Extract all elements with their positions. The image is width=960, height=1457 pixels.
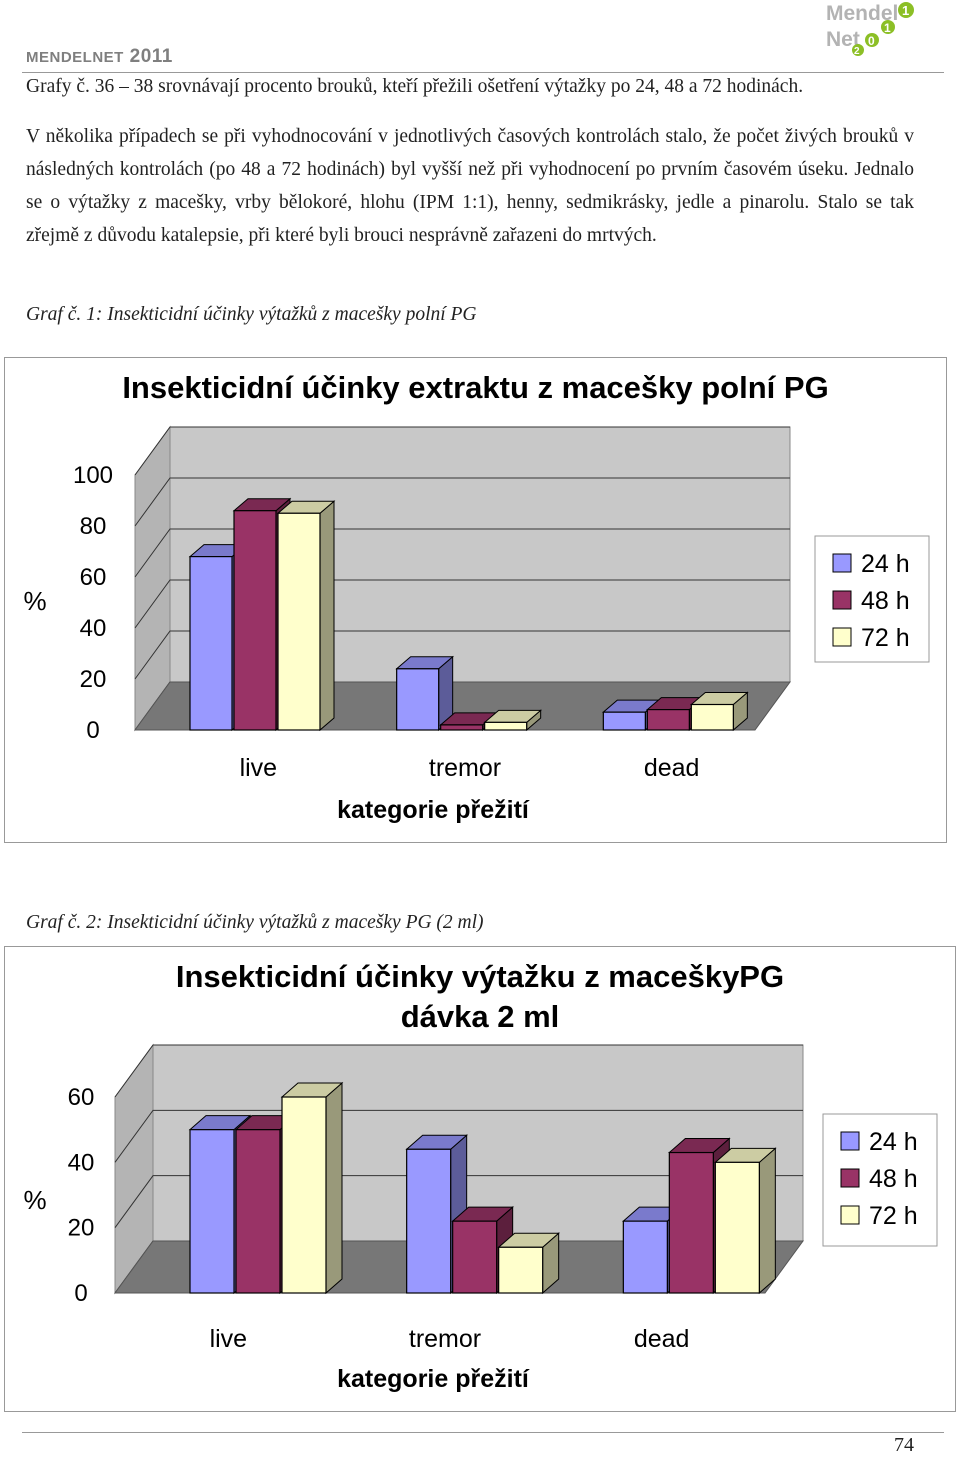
- chart1-legend-swatch: [832, 627, 852, 647]
- chart1-bar-tremor-48h: [440, 724, 484, 731]
- chart2-ylabel: %: [23, 1185, 46, 1215]
- chart2-category-label: live: [210, 1325, 248, 1353]
- chart2-bar-live-72h: [281, 1096, 327, 1294]
- chart1-ylabel: %: [23, 586, 46, 616]
- chart2-plot: 0 20 40 60% live tremor dead kategorie přežití 2…: [23, 1043, 938, 1393]
- chart1-legend-label: 48 h: [861, 587, 910, 615]
- footer-rule: [22, 1432, 944, 1433]
- chart1-bar-live-24h: [189, 556, 233, 731]
- chart2-category-label: dead: [634, 1325, 690, 1353]
- chart1-ytick-label: 20: [80, 666, 107, 693]
- chart2-legend-swatch: [840, 1205, 860, 1225]
- chart1-bar-dead-72h: [690, 703, 734, 731]
- chart2-gridline: [114, 1109, 803, 1163]
- brand-year: 2011: [129, 46, 173, 67]
- chart1-gridline: [134, 477, 790, 527]
- chart1-bar-tremor-24h: [396, 668, 440, 731]
- chart1-category-label: dead: [644, 754, 700, 782]
- paragraph-2: V několika případech se při vyhodnocován…: [26, 126, 914, 246]
- chart1-ytick-label: 0: [86, 717, 99, 744]
- chart1-bar-tremor-72h: [484, 721, 528, 731]
- chart2-legend-swatch: [840, 1131, 860, 1151]
- chart1-title: Insekticidní účinky extraktu z macešky p…: [122, 370, 829, 405]
- chart1-frame: Insekticidní účinky extraktu z macešky p…: [4, 357, 947, 843]
- chart2-xlabel: kategorie přežití: [337, 1365, 530, 1393]
- chart2-title-line1: Insekticidní účinky výtažku z maceškyPG: [175, 959, 785, 994]
- logo-digit-1: 1: [902, 3, 909, 18]
- chart2-legend-label: 24 h: [869, 1128, 918, 1156]
- chart2-ytick-label: 0: [74, 1280, 87, 1307]
- logo-digit-2: 1: [884, 21, 891, 35]
- chart1-legend-swatch: [832, 590, 852, 610]
- chart1-category-label: live: [240, 754, 278, 782]
- chart1-plot: 0 20 40 60 80 100% live tremor dead kategorie pře…: [23, 425, 930, 824]
- chart1-ytick-label: 80: [80, 513, 107, 540]
- brand-prefix: MENDEL: [26, 49, 93, 66]
- chart1-gridline: [134, 426, 790, 476]
- brand-suffix: NET: [92, 49, 124, 66]
- chart2-frame: Insekticidní účinky výtažku z maceškyPG …: [4, 946, 956, 1412]
- chart2-ytick-label: 20: [68, 1215, 95, 1242]
- page-number: 74: [894, 1434, 914, 1456]
- chart2-gridline: [114, 1044, 803, 1098]
- chart2-ytick-label: 60: [68, 1084, 95, 1111]
- logo-text-1: Mendel: [826, 2, 898, 25]
- chart2-legend-label: 48 h: [869, 1165, 918, 1193]
- chart2-bar-tremor-24h: [406, 1148, 452, 1294]
- chart2-bar-tremor-72h: [498, 1246, 544, 1294]
- chart1-bar-dead-48h: [646, 709, 690, 731]
- chart2-ytick-label: 40: [68, 1149, 95, 1176]
- chart1-legend-label: 24 h: [861, 550, 910, 578]
- graph1-caption: Graf č. 1: Insekticidní účinky výtažků z…: [26, 304, 477, 325]
- chart2-bar-dead-48h: [668, 1151, 714, 1294]
- chart1-bar-live-72h: [277, 512, 321, 731]
- graph2-caption: Graf č. 2: Insekticidní účinky výtažků z…: [26, 912, 484, 933]
- chart1-gridline: [134, 630, 790, 680]
- chart1-bar-dead-24h: [602, 711, 646, 731]
- header-rule: [22, 72, 944, 73]
- chart1-gridline: [134, 528, 790, 578]
- chart2-title-line2: dávka 2 ml: [400, 999, 560, 1034]
- chart1-side-wall: [134, 425, 171, 732]
- chart2-bar-live-48h: [235, 1129, 281, 1294]
- chart2-bar-side: [325, 1081, 343, 1295]
- logo-digit-3: 0: [868, 34, 875, 48]
- header-brand: MENDELNET 2011: [26, 46, 173, 68]
- paragraph-1: Grafy č. 36 – 38 srovnávají procento bro…: [26, 76, 804, 97]
- chart2-category-label: tremor: [409, 1325, 481, 1353]
- chart1-gridline: [134, 579, 790, 629]
- mendelnet-logo: Mendel Net 1 1 0 2: [826, 2, 914, 56]
- chart2-legend-label: 72 h: [869, 1202, 918, 1230]
- logo-digit-4: 2: [854, 46, 860, 56]
- chart2-bar-dead-72h: [714, 1161, 760, 1294]
- chart1-ytick-label: 100: [73, 462, 113, 489]
- chart2-bar-live-24h: [189, 1129, 235, 1294]
- chart2-bar-side: [758, 1147, 776, 1295]
- chart2-bar-tremor-48h: [452, 1220, 498, 1294]
- chart1-bar-live-48h: [233, 510, 277, 731]
- chart1-category-label: tremor: [429, 754, 501, 782]
- logo-text-2: Net: [826, 28, 860, 51]
- chart1-ytick-label: 40: [80, 615, 107, 642]
- chart2-legend-swatch: [840, 1168, 860, 1188]
- chart2-gridline: [114, 1175, 803, 1228]
- chart1-bar-side: [319, 500, 335, 732]
- chart1-ytick-label: 60: [80, 564, 107, 591]
- chart1-legend-swatch: [832, 553, 852, 573]
- chart2-bar-dead-24h: [622, 1220, 668, 1294]
- chart1-legend-label: 72 h: [861, 624, 910, 652]
- chart1-xlabel: kategorie přežití: [337, 796, 530, 824]
